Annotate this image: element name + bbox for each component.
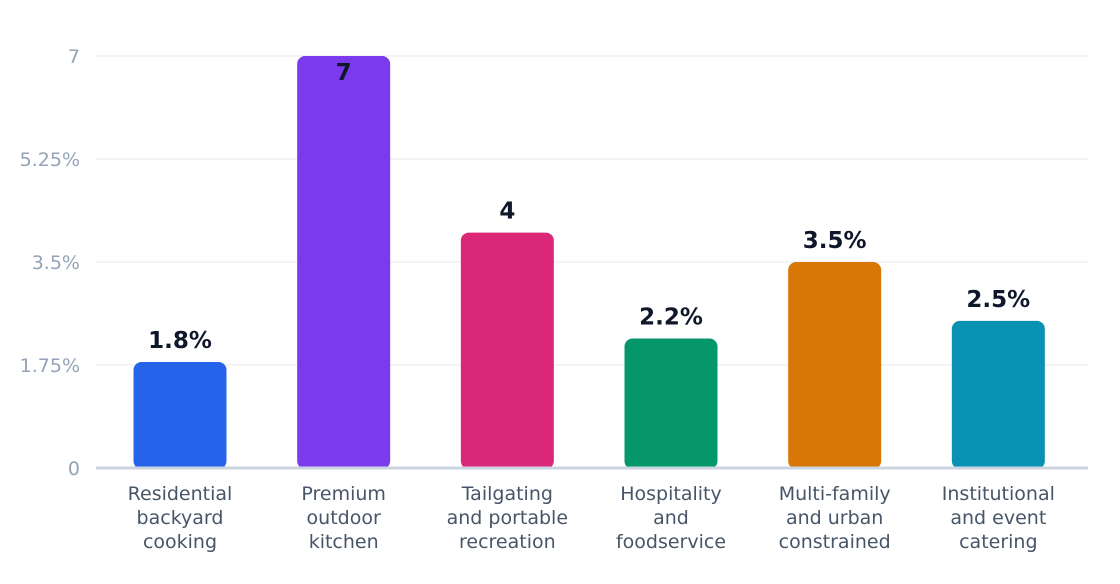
bar	[133, 362, 227, 469]
y-tick-label: 7	[68, 46, 80, 68]
data-labels: 1.8% 7 4 2.2% 3.5% 2.5%	[148, 60, 1030, 354]
data-label: 2.2%	[639, 305, 703, 331]
data-label: 1.8%	[148, 328, 212, 354]
data-label: 4	[499, 199, 515, 225]
x-category-label: and urban	[786, 507, 883, 529]
bars	[133, 56, 1045, 469]
x-category-label: Hospitality	[620, 483, 722, 505]
x-category-label: Multi-family	[779, 483, 891, 505]
bar	[788, 262, 882, 469]
x-category-label: backyard	[137, 507, 224, 529]
x-category-label: Premium	[301, 483, 386, 505]
data-label: 2.5%	[966, 287, 1030, 313]
data-label: 3.5%	[803, 228, 867, 254]
y-tick-label: 0	[68, 458, 80, 480]
x-category-label: constrained	[779, 531, 891, 553]
x-category-label: outdoor	[307, 507, 381, 529]
x-category-label: foodservice	[616, 531, 726, 553]
x-category-label: Institutional	[942, 483, 1055, 505]
y-axis-ticks: 0 1.75% 3.5% 5.25% 7	[20, 46, 80, 480]
bar	[951, 320, 1045, 469]
x-category-label: cooking	[143, 531, 217, 553]
x-category-label: Residential	[128, 483, 233, 505]
bar	[624, 338, 718, 469]
x-category-label: Tailgating	[461, 483, 553, 505]
grid-layer	[96, 55, 1088, 366]
bar	[297, 56, 391, 469]
x-category-label: and	[653, 507, 689, 529]
bar	[460, 232, 554, 469]
y-tick-label: 1.75%	[20, 355, 80, 377]
y-tick-label: 3.5%	[32, 252, 80, 274]
data-label: 7	[336, 60, 352, 86]
y-tick-label: 5.25%	[20, 149, 80, 171]
x-category-label: kitchen	[309, 531, 379, 553]
x-category-label: recreation	[459, 531, 556, 553]
x-category-label: catering	[959, 531, 1037, 553]
x-category-label: and portable	[447, 507, 568, 529]
x-category-label: and event	[950, 507, 1046, 529]
